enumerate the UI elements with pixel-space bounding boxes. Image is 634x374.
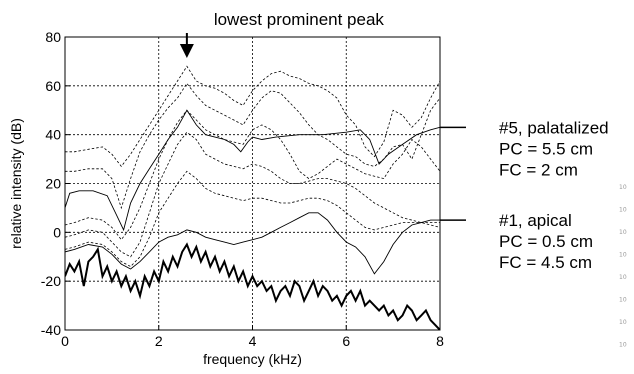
x-tick-label: 2: [155, 333, 163, 349]
palatalized-pc: PC = 5.5 cm: [499, 139, 593, 158]
margin-mark: 10: [619, 342, 627, 349]
apical-label: #1, apical: [499, 211, 572, 230]
margin-mark: 10: [619, 229, 627, 236]
axis-ticks: 0 2 4 6 8 -40 -20 0 20 40 60 80: [41, 29, 444, 349]
y-axis-label: relative intensity (dB): [8, 118, 24, 249]
x-tick-label: 8: [436, 333, 444, 349]
y-tick-label: -40: [41, 322, 61, 338]
y-tick-label: 80: [45, 29, 61, 45]
x-tick-label: 0: [61, 333, 69, 349]
y-tick-label: 0: [53, 224, 61, 240]
margin-mark: 10: [619, 319, 627, 326]
peak-annotation-text: lowest prominent peak: [214, 10, 385, 29]
margin-marks: 10 10 10 10 10 10 10 10: [619, 184, 627, 349]
y-tick-label: 20: [45, 176, 61, 192]
x-tick-label: 4: [249, 333, 257, 349]
margin-mark: 10: [619, 184, 627, 191]
margin-mark: 10: [619, 207, 627, 214]
margin-mark: 10: [619, 274, 627, 281]
apical-fc: FC = 4.5 cm: [499, 253, 592, 272]
apical-annotation: #1, apical PC = 0.5 cm FC = 4.5 cm: [440, 211, 593, 272]
series-line-dashed-5: [65, 170, 440, 267]
series-line-thin-6: [65, 109, 440, 232]
y-tick-label: -20: [41, 273, 61, 289]
series-line-thin-7: [65, 212, 440, 275]
peak-annotation: lowest prominent peak: [179, 10, 385, 58]
series-line-dashed-3: [65, 109, 440, 241]
series-line-dashed-1: [65, 65, 440, 168]
spectrum-series: [65, 65, 440, 330]
margin-mark: 10: [619, 252, 627, 259]
x-axis-label: frequency (kHz): [203, 351, 302, 367]
x-tick-label: 6: [342, 333, 350, 349]
series-line-dashed-4: [65, 131, 440, 258]
y-tick-label: 40: [45, 127, 61, 143]
series-line-bold-8: [65, 242, 440, 330]
down-arrow-icon: [179, 44, 194, 58]
apical-pc: PC = 0.5 cm: [499, 232, 593, 251]
palatalized-fc: FC = 2 cm: [499, 160, 578, 179]
palatalized-annotation: #5, palatalized PC = 5.5 cm FC = 2 cm: [440, 118, 609, 179]
y-tick-label: 60: [45, 78, 61, 94]
margin-mark: 10: [619, 297, 627, 304]
palatalized-label: #5, palatalized: [499, 118, 609, 137]
